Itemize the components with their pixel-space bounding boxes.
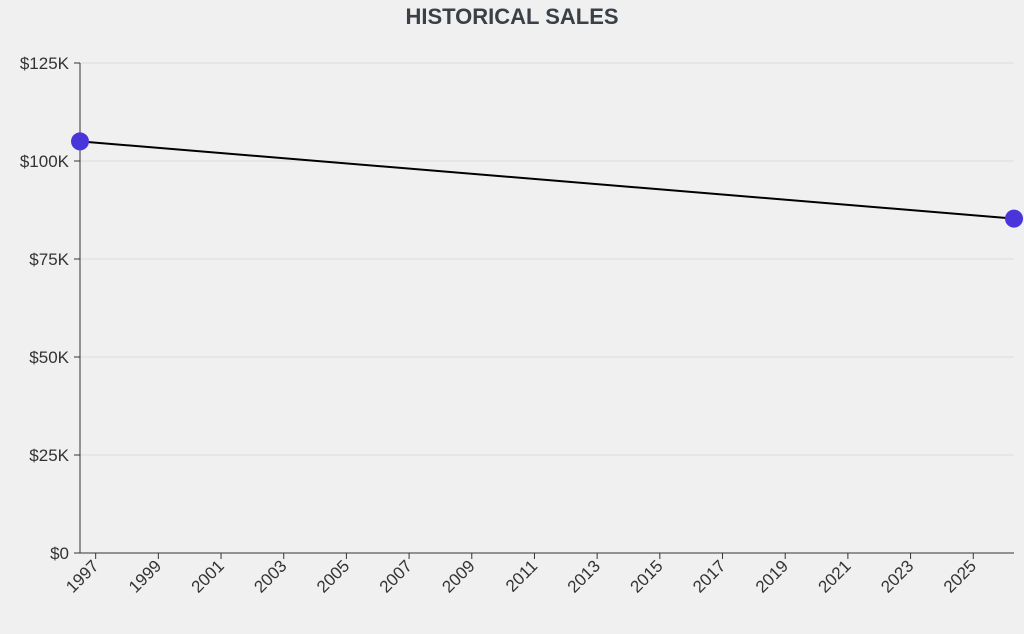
x-tick-label: 2023	[877, 556, 917, 596]
x-tick-label: 2015	[626, 556, 666, 596]
x-tick-label: 1999	[125, 556, 165, 596]
data-point	[1005, 209, 1023, 228]
x-tick-label: 2021	[815, 556, 855, 596]
x-tick-label: 2019	[752, 556, 792, 596]
x-tick-label: 2017	[689, 556, 729, 596]
x-tick-label: 2005	[313, 556, 353, 596]
y-tick-label: $0	[50, 544, 69, 563]
x-tick-label: 2011	[502, 556, 541, 595]
x-tick-label: 2009	[438, 556, 478, 596]
x-tick-label: 2013	[564, 556, 604, 596]
y-tick-label: $25K	[29, 446, 69, 465]
x-tick-label: 2025	[940, 556, 980, 596]
y-tick-label: $100K	[20, 152, 70, 171]
y-tick-label: $125K	[20, 54, 70, 73]
x-tick-label: 2007	[376, 556, 416, 596]
x-tick-label: 2003	[250, 556, 290, 596]
x-tick-label: 2001	[188, 556, 228, 596]
data-point	[71, 132, 89, 151]
chart-title: HISTORICAL SALES	[405, 4, 619, 29]
y-tick-label: $75K	[29, 250, 69, 269]
series-line	[79, 140, 1015, 220]
y-tick-label: $50K	[29, 348, 69, 367]
